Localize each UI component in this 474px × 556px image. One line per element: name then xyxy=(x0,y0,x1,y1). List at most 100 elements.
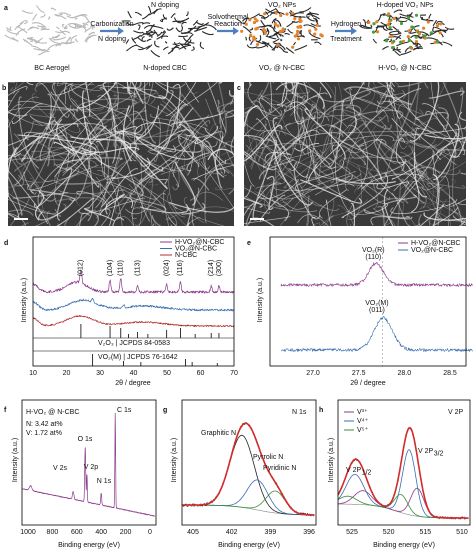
fiber xyxy=(155,82,189,106)
fiber xyxy=(310,149,362,181)
fiber xyxy=(34,82,48,92)
panel-label: h xyxy=(319,407,323,414)
fiber xyxy=(49,34,60,40)
fiber xyxy=(207,82,227,133)
fiber xyxy=(156,32,166,40)
fiber xyxy=(195,24,205,33)
step-label: Treatment xyxy=(330,36,362,43)
fiber xyxy=(300,29,306,38)
fiber xyxy=(249,82,251,87)
nanoparticle xyxy=(296,37,300,41)
fiber xyxy=(14,25,21,31)
fiber xyxy=(201,136,212,170)
fiber xyxy=(408,145,429,189)
fiber xyxy=(268,82,272,113)
nanoparticle xyxy=(253,17,257,21)
fiber xyxy=(133,176,167,211)
nanoparticle xyxy=(293,17,297,21)
nanoparticle xyxy=(429,31,433,35)
fiber xyxy=(192,19,199,26)
fiber xyxy=(419,201,455,210)
fiber xyxy=(19,20,29,25)
legend-text: H-VO₂@N-CBC xyxy=(175,239,225,246)
fiber xyxy=(127,143,203,153)
fiber xyxy=(178,44,192,50)
fiber xyxy=(178,135,200,168)
fiber xyxy=(260,96,287,131)
fiber xyxy=(100,208,111,226)
fiber xyxy=(370,216,413,226)
fiber xyxy=(181,202,206,215)
fiber xyxy=(122,215,135,226)
step-label: N doping xyxy=(98,36,126,43)
fiber xyxy=(37,48,50,56)
fiber xyxy=(379,93,406,99)
fiber xyxy=(186,152,210,172)
component-label: Pyridinic N xyxy=(263,465,296,472)
fiber xyxy=(411,126,457,166)
fiber xyxy=(66,182,103,187)
fiber xyxy=(101,168,139,207)
fiber xyxy=(169,82,218,124)
peak-label: O 1s xyxy=(78,436,93,443)
fiber xyxy=(8,86,28,96)
fiber xyxy=(273,82,288,105)
fiber xyxy=(391,130,457,180)
fiber xyxy=(229,94,234,105)
fiber xyxy=(162,14,168,20)
fiber xyxy=(264,151,292,162)
fiber xyxy=(164,159,180,191)
composition: N: 3.42 at% xyxy=(26,421,63,428)
fiber xyxy=(64,216,71,226)
peak-label: (012) xyxy=(78,260,85,276)
fiber xyxy=(96,149,110,219)
fiber xyxy=(424,82,429,89)
fiber xyxy=(78,197,145,214)
peak-label: V 2p xyxy=(84,464,99,471)
fiber xyxy=(136,105,160,138)
panel-label: d xyxy=(4,240,8,247)
fiber xyxy=(217,99,222,129)
fiber xyxy=(88,31,94,36)
fiber xyxy=(8,136,42,163)
fiber xyxy=(307,82,315,90)
fiber xyxy=(289,11,301,18)
fiber xyxy=(284,92,328,112)
x-tick-label: 70 xyxy=(230,370,238,377)
x-tick-label: 50 xyxy=(163,370,171,377)
fiber xyxy=(8,209,34,216)
fiber xyxy=(50,82,88,96)
fiber xyxy=(149,210,153,226)
fiber xyxy=(8,169,48,225)
step-label: Reaction xyxy=(214,21,242,28)
fiber xyxy=(244,187,269,205)
fiber xyxy=(149,82,186,89)
fiber xyxy=(181,32,193,35)
fiber xyxy=(244,161,255,187)
fiber xyxy=(38,198,76,221)
fiber xyxy=(399,152,428,175)
fiber xyxy=(242,26,252,34)
step-label: Carbonization xyxy=(90,21,133,28)
fiber xyxy=(413,84,420,126)
nanoparticle xyxy=(372,22,376,26)
fiber xyxy=(37,25,47,28)
legend-text: VO₂@N-CBC xyxy=(411,247,453,254)
panel-title: N 1s xyxy=(292,409,307,416)
fiber xyxy=(406,12,413,16)
fiber xyxy=(421,146,452,191)
panel-label: g xyxy=(163,407,167,414)
fiber xyxy=(213,163,234,171)
panel-label: c xyxy=(237,85,241,92)
fiber xyxy=(175,161,196,206)
peak-label: N 1s xyxy=(97,478,112,485)
nanoparticle xyxy=(438,31,442,35)
fiber xyxy=(345,105,397,164)
fiber xyxy=(330,117,367,153)
fiber xyxy=(259,14,266,20)
fiber xyxy=(171,44,180,52)
fiber xyxy=(302,101,317,155)
annotation: (110) xyxy=(365,254,381,261)
fiber xyxy=(53,141,99,155)
fiber xyxy=(395,34,402,41)
